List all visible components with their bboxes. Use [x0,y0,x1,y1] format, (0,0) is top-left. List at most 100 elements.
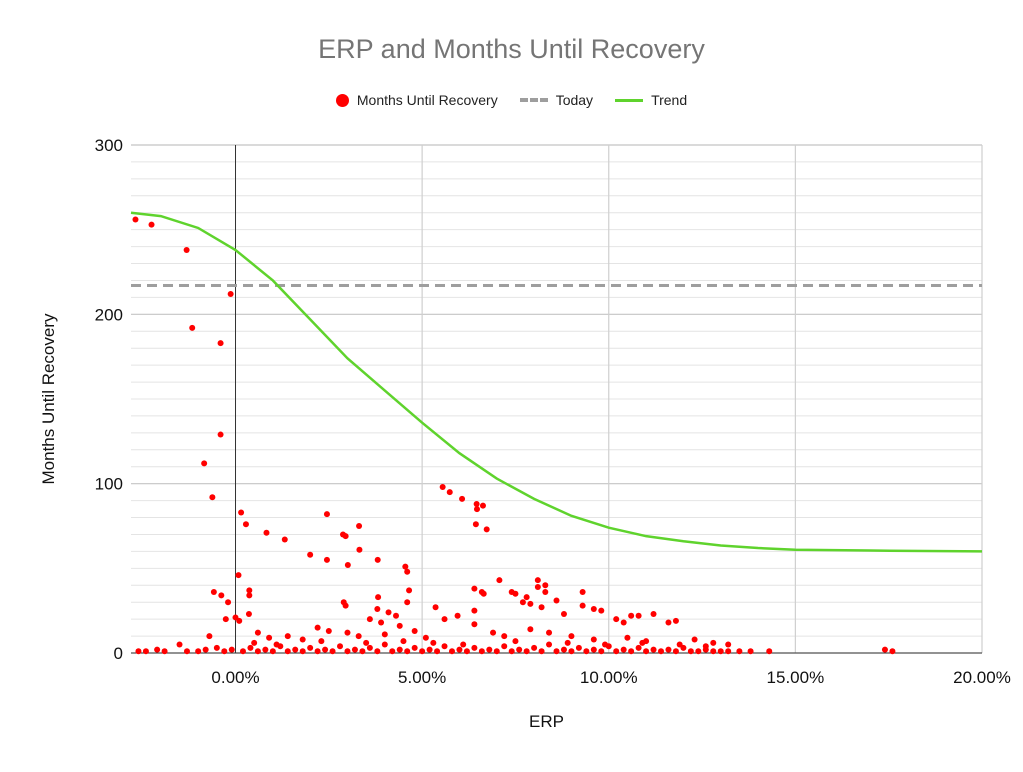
scatter-point [620,619,627,626]
scatter-point [889,648,896,655]
scatter-point [402,563,409,570]
scatter-point [245,611,252,618]
scatter-point [246,592,253,599]
scatter-point [508,648,515,655]
scatter-point [322,646,329,653]
scatter-point [213,644,220,651]
scatter-point [538,648,545,655]
scatter-point [227,291,234,298]
scatter-point [613,616,620,623]
scatter-point [480,590,487,597]
trend-line [130,211,983,553]
scatter-point [202,646,209,653]
scatter-point [579,589,586,596]
scatter-point [665,619,672,626]
scatter-point [538,604,545,611]
scatter-point [454,612,461,619]
scatter-point [238,509,245,516]
scatter-point [473,500,480,507]
x-axis-title: ERP [529,712,564,731]
scatter-point [472,521,479,528]
scatter-point [299,648,306,655]
scatter-point [195,648,202,655]
scatter-point [381,631,388,638]
scatter-point [717,648,724,655]
scatter-point [471,585,478,592]
scatter-point [534,583,541,590]
scatter-point [590,605,597,612]
scatter-point [665,646,672,653]
scatter-point [490,629,497,636]
scatter-point [323,556,330,563]
scatter-point [432,604,439,611]
x-tick-label: 0.00% [211,668,259,687]
scatter-point [375,594,382,601]
x-tick-label: 5.00% [398,668,446,687]
scatter-point [583,648,590,655]
scatter-point [687,648,694,655]
legend-item-months: Months Until Recovery [335,92,498,108]
scatter-point [459,495,466,502]
scatter-point [314,624,321,631]
scatter-point [142,648,149,655]
scatter-point [519,599,526,606]
scatter-point [400,638,407,645]
scatter-point [247,644,254,651]
scatter-point [691,636,698,643]
scatter-point [251,639,258,646]
scatter-point [148,221,155,228]
scatter-point [239,648,246,655]
scatter-point [553,597,560,604]
scatter-point [613,648,620,655]
legend-label: Today [555,92,594,108]
scatter-point [483,526,490,533]
scatter-point [381,641,388,648]
scatter-point [542,589,549,596]
scatter-point [473,506,480,513]
scatter-point [448,648,455,655]
scatter-point [441,643,448,650]
scatter-point [206,633,213,640]
scatter-point [695,648,702,655]
scatter-point [628,648,635,655]
scatter-point [456,646,463,653]
scatter-point [154,646,161,653]
scatter-point [512,638,519,645]
scatter-point [553,648,560,655]
scatter-point [132,216,139,223]
scatter-point [356,546,363,553]
scatter-point [209,494,216,501]
scatter-point [344,629,351,636]
scatter-point [396,622,403,629]
scatter-point [527,600,534,607]
scatter-point [411,627,418,634]
scatter-point [486,646,493,653]
scatter-point [725,641,732,648]
scatter-point [374,605,381,612]
legend-marker-circle [335,93,349,107]
scatter-point [366,644,373,651]
scatter-point [404,568,411,575]
legend-item-today: Today [519,92,594,108]
scatter-point [314,648,321,655]
legend-label: Trend [651,92,688,108]
scatter-point [366,616,373,623]
scatter-point [512,590,519,597]
scatter-point [650,646,657,653]
scatter-point [161,648,168,655]
scatter-point [560,646,567,653]
scatter-point [534,577,541,584]
y-tick-label: 0 [114,644,123,663]
scatter-point [269,648,276,655]
scatter-point [747,648,754,655]
scatter-point [325,627,332,634]
scatter-point [478,648,485,655]
scatter-point [624,634,631,641]
scatter-point [221,648,228,655]
y-tick-label: 300 [95,136,123,155]
y-tick-label: 200 [95,305,123,324]
scatter-point [650,611,657,618]
y-axis-title: Months Until Recovery [39,313,58,485]
scatter-point [363,639,370,646]
